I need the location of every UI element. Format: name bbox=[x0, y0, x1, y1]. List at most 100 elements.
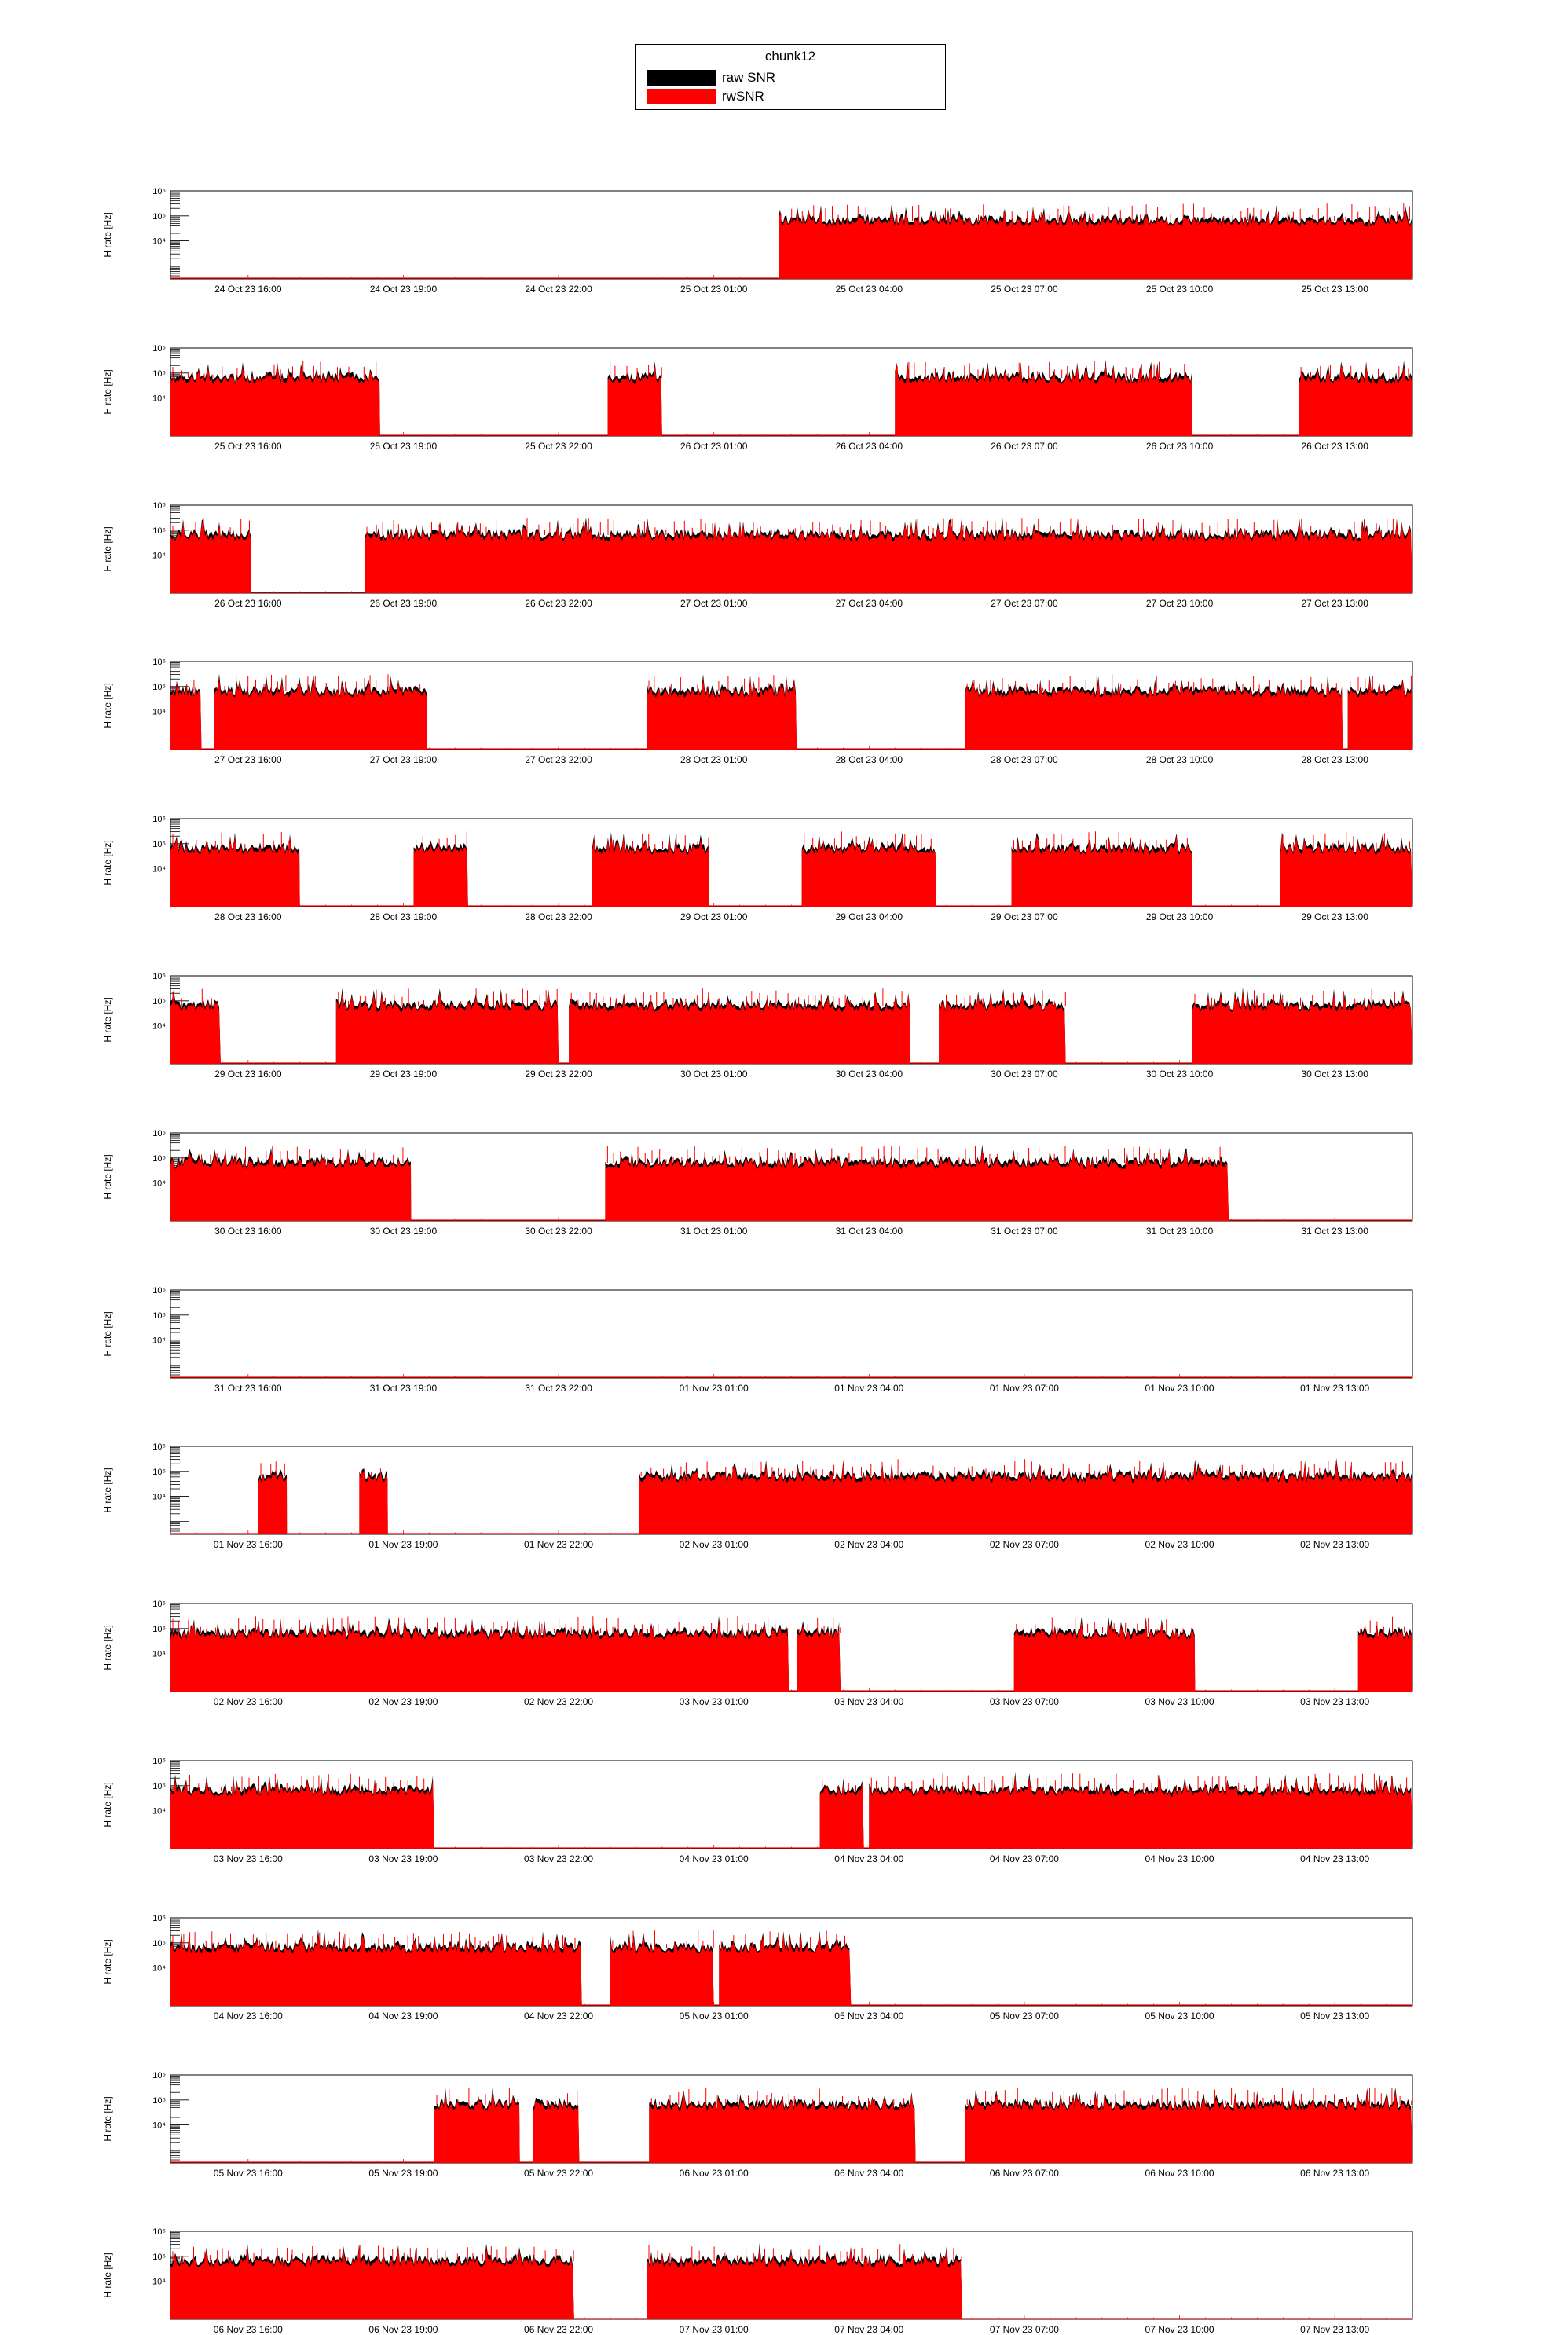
series-rwsnr-bars bbox=[365, 521, 1412, 593]
y-axis-label: H rate [Hz] bbox=[102, 1468, 113, 1512]
series-rwsnr-bars bbox=[170, 1776, 434, 1849]
x-tick-label: 31 Oct 23 10:00 bbox=[1146, 1226, 1214, 1237]
series-rwsnr-spikes bbox=[570, 988, 910, 1006]
y-tick-label: 10⁶ bbox=[152, 2227, 166, 2237]
x-tick-label: 28 Oct 23 01:00 bbox=[680, 754, 748, 765]
panel-4: H rate [Hz] 10⁴ 10⁵ 10⁶ 27 Oct 23 16:00 27 Oc… bbox=[102, 658, 1413, 765]
series-rwsnr-spikes bbox=[648, 675, 787, 691]
x-tick-label: 25 Oct 23 16:00 bbox=[214, 441, 282, 452]
series-rwsnr-spikes bbox=[1350, 675, 1412, 691]
y-tick-label: 10⁵ bbox=[152, 1468, 166, 1477]
series-rwsnr-spikes bbox=[436, 2088, 518, 2105]
y-tick-label: 10⁶ bbox=[152, 815, 166, 824]
panel-8: H rate [Hz] 10⁴ 10⁵ 10⁶ 31 Oct 23 16:00 31 Oc… bbox=[102, 1286, 1413, 1394]
x-tick-label: 26 Oct 23 22:00 bbox=[525, 598, 592, 609]
panel-1: H rate [Hz] 10⁴ 10⁵ 10⁶ 24 Oct 23 16:00 24 Oc… bbox=[102, 187, 1413, 295]
x-tick-label: 05 Nov 23 07:00 bbox=[990, 2011, 1059, 2022]
x-tick-label: 31 Oct 23 16:00 bbox=[214, 1383, 282, 1394]
x-tick-label: 03 Nov 23 16:00 bbox=[214, 1853, 283, 1864]
x-tick-label: 27 Oct 23 22:00 bbox=[525, 754, 592, 765]
series-rwsnr-bars bbox=[170, 2247, 574, 2319]
x-tick-label: 01 Nov 23 04:00 bbox=[834, 1383, 903, 1394]
x-tick-label: 30 Oct 23 10:00 bbox=[1146, 1069, 1214, 1080]
series-rwsnr-spikes bbox=[416, 831, 467, 849]
y-axis-label: H rate [Hz] bbox=[102, 997, 113, 1042]
x-tick-label: 27 Oct 23 01:00 bbox=[680, 598, 748, 609]
data-segment bbox=[605, 1144, 1229, 1221]
series-rwsnr-spikes bbox=[940, 990, 1066, 1006]
y-tick-label: 10⁶ bbox=[152, 2071, 166, 2080]
x-tick-label: 05 Nov 23 13:00 bbox=[1300, 2011, 1369, 2022]
panel-9: H rate [Hz] 10⁴ 10⁵ 10⁶ 01 Nov 23 16:00 01 No… bbox=[102, 1442, 1413, 1550]
series-rwsnr-spikes bbox=[361, 1468, 381, 1476]
x-tick-label: 28 Oct 23 04:00 bbox=[836, 754, 903, 765]
x-tick-label: 24 Oct 23 19:00 bbox=[370, 284, 438, 295]
x-tick-label: 06 Nov 23 13:00 bbox=[1300, 2168, 1369, 2179]
series-rwsnr-bars bbox=[1299, 364, 1412, 436]
data-segment bbox=[170, 1929, 582, 2006]
x-tick-label: 27 Oct 23 13:00 bbox=[1301, 598, 1368, 609]
data-segment bbox=[1357, 1616, 1412, 1692]
y-tick-label: 10⁵ bbox=[152, 526, 166, 536]
panel-frame bbox=[170, 818, 1413, 907]
panel-3: H rate [Hz] 10⁴ 10⁵ 10⁶ 26 Oct 23 16:00 26 Oc… bbox=[102, 501, 1413, 609]
y-tick-label: 10⁴ bbox=[152, 394, 166, 404]
y-tick-label: 10⁴ bbox=[152, 1336, 166, 1346]
series-rwsnr-bars bbox=[170, 836, 300, 907]
series-rwsnr-spikes bbox=[338, 988, 558, 1006]
data-segment bbox=[610, 1930, 714, 2006]
data-segment bbox=[801, 831, 936, 907]
series-rwsnr-spikes bbox=[720, 1930, 845, 1948]
y-tick-label: 10⁴ bbox=[152, 1807, 166, 1816]
x-tick-label: 27 Oct 23 10:00 bbox=[1146, 598, 1214, 609]
data-segment bbox=[170, 2243, 574, 2319]
y-tick-label: 10⁶ bbox=[152, 1600, 166, 1609]
series-rwsnr-bars bbox=[779, 207, 1412, 279]
x-tick-label: 06 Nov 23 19:00 bbox=[368, 2324, 438, 2335]
x-tick-label: 25 Oct 23 22:00 bbox=[525, 441, 592, 452]
series-rwsnr-bars bbox=[965, 2091, 1412, 2163]
x-tick-label: 02 Nov 23 04:00 bbox=[834, 1539, 903, 1550]
series-rwsnr-bars bbox=[1011, 835, 1192, 907]
series-rwsnr-spikes bbox=[1194, 988, 1403, 1006]
x-tick-label: 03 Nov 23 01:00 bbox=[680, 1696, 749, 1707]
series-rwsnr-bars bbox=[649, 2092, 916, 2163]
data-segment bbox=[797, 1617, 841, 1692]
series-rwsnr-bars bbox=[965, 678, 1343, 750]
series-rwsnr-spikes bbox=[870, 1773, 1408, 1791]
x-tick-label: 04 Nov 23 16:00 bbox=[214, 2011, 283, 2022]
y-tick-label: 10⁵ bbox=[152, 369, 166, 379]
x-tick-label: 25 Oct 23 19:00 bbox=[370, 441, 438, 452]
series-rwsnr-spikes bbox=[1360, 1616, 1405, 1633]
x-tick-label: 01 Nov 23 19:00 bbox=[368, 1539, 438, 1550]
data-segment bbox=[639, 1458, 1412, 1534]
series-rwsnr-spikes bbox=[606, 1146, 1221, 1163]
legend-title: chunk12 bbox=[764, 49, 816, 64]
series-rwsnr-spikes bbox=[172, 988, 212, 1006]
y-tick-label: 10⁶ bbox=[152, 344, 166, 354]
x-tick-label: 04 Nov 23 13:00 bbox=[1300, 1853, 1369, 1864]
y-tick-label: 10⁵ bbox=[152, 212, 166, 222]
data-segment bbox=[170, 1615, 789, 1692]
series-rwsnr-spikes bbox=[172, 361, 377, 378]
data-segment bbox=[335, 988, 559, 1064]
data-segment bbox=[214, 673, 427, 750]
x-tick-label: 02 Nov 23 07:00 bbox=[990, 1539, 1059, 1550]
x-tick-label: 26 Oct 23 10:00 bbox=[1146, 441, 1214, 452]
y-tick-label: 10⁴ bbox=[152, 2121, 166, 2131]
data-segment bbox=[647, 674, 797, 750]
y-axis-label: H rate [Hz] bbox=[102, 1625, 113, 1670]
series-rwsnr-spikes bbox=[172, 1146, 404, 1163]
data-segment bbox=[607, 361, 662, 436]
series-rwsnr-spikes bbox=[172, 1931, 576, 1948]
data-segment bbox=[1299, 361, 1412, 436]
series-rwsnr-bars bbox=[170, 1934, 582, 2006]
data-segment bbox=[592, 832, 709, 907]
y-tick-label: 10⁶ bbox=[152, 1442, 166, 1452]
x-tick-label: 30 Oct 23 13:00 bbox=[1301, 1069, 1368, 1080]
data-segment bbox=[533, 2090, 580, 2163]
series-rwsnr-spikes bbox=[640, 1459, 1403, 1476]
y-tick-label: 10⁴ bbox=[152, 552, 166, 561]
series-rwsnr-bars bbox=[170, 522, 251, 593]
series-rwsnr-bars bbox=[1192, 992, 1412, 1064]
